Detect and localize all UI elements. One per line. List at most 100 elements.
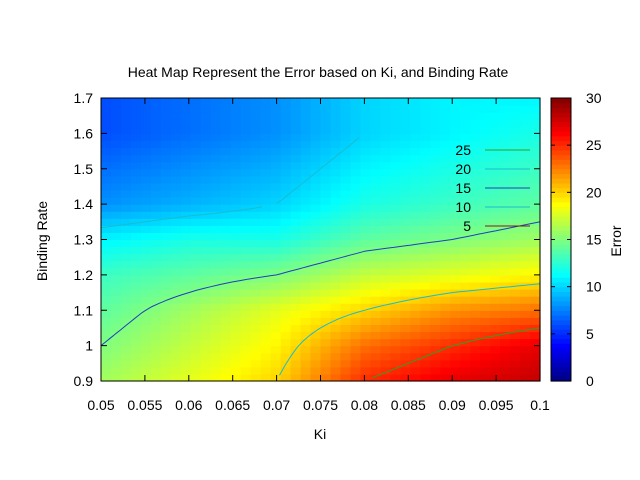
contour-line-10: [100, 137, 360, 229]
heatmap-cell: [150, 274, 162, 283]
heatmap-cell: [350, 317, 362, 325]
heatmap-cell: [200, 274, 212, 283]
heatmap-cell: [101, 239, 112, 248]
colorbar-segment: [551, 102, 571, 109]
colorbar-segment: [551, 286, 571, 292]
heatmap-cell: [520, 324, 531, 333]
heatmap-cell: [370, 225, 381, 234]
y-tick-label: 1.5: [74, 161, 94, 177]
heatmap-cell: [280, 331, 292, 340]
heatmap-cell: [120, 161, 132, 170]
heatmap-cell: [260, 147, 272, 156]
heatmap-cell: [230, 310, 242, 318]
heatmap-cell: [500, 218, 511, 226]
heatmap-cell: [120, 119, 132, 127]
heatmap-cell: [220, 310, 232, 318]
heatmap-cell: [130, 161, 142, 170]
heatmap-cell: [140, 253, 152, 262]
heatmap-cell: [101, 331, 112, 340]
heatmap-cell: [230, 218, 242, 226]
heatmap-cell: [380, 317, 391, 325]
heatmap-cell: [140, 189, 152, 198]
heatmap-cell: [460, 140, 471, 149]
heatmap-cell: [400, 260, 411, 269]
heatmap-cell: [260, 119, 272, 127]
heatmap-cell: [180, 189, 192, 198]
heatmap-cell: [330, 373, 342, 382]
heatmap-cell: [480, 352, 491, 361]
heatmap-cell: [410, 239, 421, 248]
heatmap-cell: [510, 303, 521, 311]
heatmap-cell: [110, 267, 122, 276]
heatmap-cell: [490, 281, 501, 290]
colorbar-label: Error: [608, 225, 624, 256]
heatmap-cell: [460, 345, 471, 354]
heatmap-cell: [250, 296, 262, 304]
heatmap-cell: [460, 197, 471, 205]
heatmap-cell: [220, 175, 232, 184]
heatmap-cell: [370, 296, 381, 304]
x-tick-label: 0.08: [351, 397, 378, 413]
heatmap-cell: [150, 175, 162, 184]
heatmap-cell: [240, 331, 252, 340]
heatmap-cell: [290, 260, 302, 269]
heatmap-cell: [190, 352, 202, 361]
heatmap-cell: [410, 253, 421, 262]
heatmap-cell: [290, 303, 302, 311]
heatmap-cell: [460, 133, 471, 142]
heatmap-cell: [240, 246, 252, 255]
heatmap-cell: [140, 267, 152, 276]
heatmap-cell: [160, 133, 172, 142]
heatmap-cell: [280, 366, 292, 375]
heatmap-cell: [360, 147, 371, 156]
heatmap-cell: [110, 296, 122, 304]
heatmap-cell: [470, 232, 481, 241]
heatmap-cell: [180, 345, 192, 354]
heatmap-cell: [520, 168, 531, 177]
heatmap-cell: [400, 289, 411, 297]
heatmap-cell: [440, 296, 451, 304]
heatmap-cell: [450, 182, 461, 191]
heatmap-cell: [150, 112, 162, 120]
heatmap-cell: [150, 204, 162, 212]
heatmap-cell: [330, 154, 342, 163]
heatmap-cell: [480, 239, 491, 248]
heatmap-cell: [400, 324, 411, 333]
heatmap-cell: [380, 352, 391, 361]
heatmap-cell: [530, 303, 541, 311]
heatmap-cell: [340, 197, 352, 205]
heatmap-cell: [150, 189, 162, 198]
heatmap-cell: [240, 126, 252, 134]
heatmap-cell: [390, 267, 401, 276]
heatmap-cell: [220, 204, 232, 212]
heatmap-cell: [480, 345, 491, 354]
heatmap-cell: [190, 274, 202, 283]
heatmap-cell: [400, 168, 411, 177]
heatmap-cell: [450, 126, 461, 134]
heatmap-cell: [520, 133, 531, 142]
heatmap-cell: [490, 345, 501, 354]
heatmap-cell: [320, 161, 332, 170]
heatmap-cell: [200, 359, 212, 368]
heatmap-cell: [320, 274, 332, 283]
heatmap-cell: [200, 310, 212, 318]
heatmap-cell: [380, 175, 391, 184]
heatmap-cell: [500, 359, 511, 368]
heatmap-cell: [390, 105, 401, 113]
heatmap-cell: [210, 140, 222, 149]
heatmap-cell: [290, 140, 302, 149]
heatmap-cell: [240, 352, 252, 361]
heatmap-cell: [220, 373, 232, 382]
y-tick-label: 1.1: [74, 302, 94, 318]
heatmap-cell: [310, 161, 322, 170]
heatmap-cell: [430, 175, 441, 184]
heatmap-cell: [460, 296, 471, 304]
heatmap-cell: [520, 267, 531, 276]
heatmap-cell: [180, 133, 192, 142]
heatmap-cell: [430, 324, 441, 333]
heatmap-cell: [130, 289, 142, 297]
heatmap-cell: [460, 303, 471, 311]
colorbar-segment: [551, 305, 571, 311]
heatmap-cell: [520, 189, 531, 198]
heatmap-cell: [440, 175, 451, 184]
